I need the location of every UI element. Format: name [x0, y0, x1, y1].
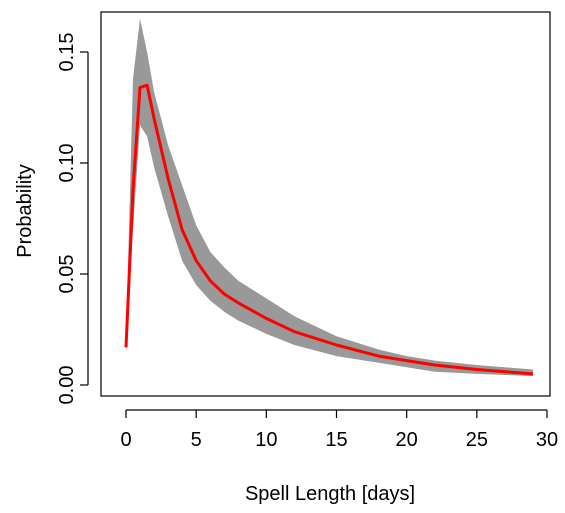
y-axis: 0.00 0.05 0.10 0.15 — [56, 33, 89, 405]
y-tick-label: 0.10 — [56, 144, 78, 183]
plot-frame — [100, 11, 551, 397]
x-axis-label: Spell Length [days] — [245, 483, 415, 505]
x-tick-label: 20 — [396, 429, 418, 451]
y-tick-label: 0.05 — [56, 255, 78, 294]
x-tick-label: 5 — [191, 429, 202, 451]
x-tick-label: 0 — [120, 429, 131, 451]
x-tick-label: 30 — [536, 429, 558, 451]
x-tick-label: 10 — [255, 429, 277, 451]
y-tick-label: 0.00 — [56, 366, 78, 405]
y-axis-label: Probability — [14, 164, 36, 257]
x-tick-label: 25 — [466, 429, 488, 451]
y-tick-label: 0.15 — [56, 33, 78, 72]
plot-layer — [124, 18, 534, 377]
x-tick-label: 15 — [325, 429, 347, 451]
x-axis: 0 5 10 15 20 25 30 — [120, 409, 558, 451]
uncertainty-band — [126, 18, 533, 377]
series-line-0 — [124, 83, 534, 376]
